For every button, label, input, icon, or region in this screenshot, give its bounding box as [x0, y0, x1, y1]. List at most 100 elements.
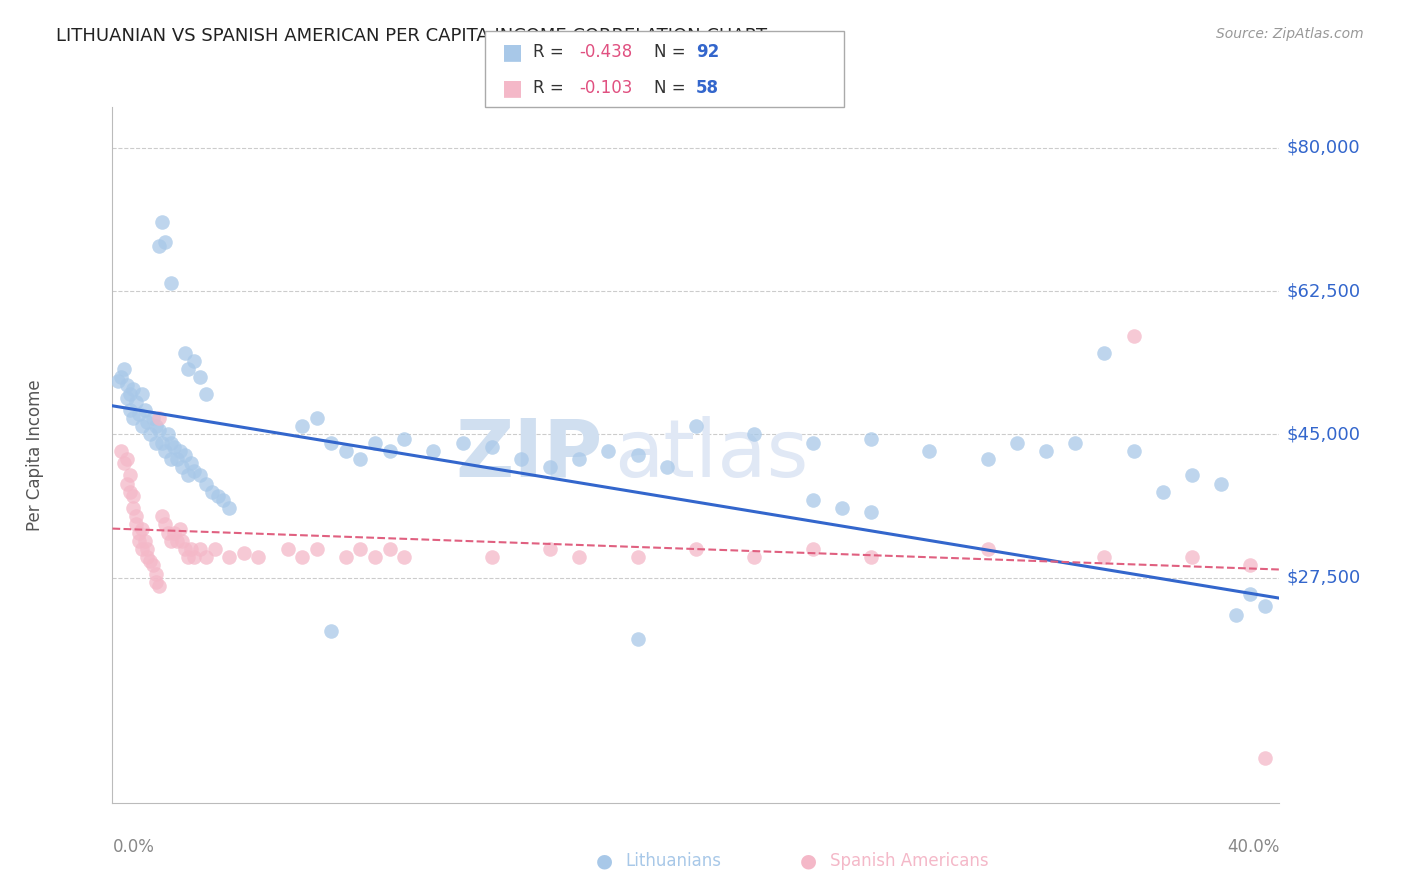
- Point: [626, 632, 648, 646]
- Point: [392, 432, 416, 446]
- Point: [145, 435, 167, 450]
- Point: [204, 542, 226, 557]
- Point: [150, 509, 173, 524]
- Point: [194, 550, 217, 565]
- Text: $27,500: $27,500: [1286, 569, 1361, 587]
- Point: [110, 370, 132, 384]
- Point: [1092, 345, 1115, 359]
- Point: [148, 239, 170, 253]
- Point: [655, 460, 678, 475]
- Point: [134, 533, 156, 548]
- Point: [115, 378, 138, 392]
- Text: Per Capita Income: Per Capita Income: [27, 379, 44, 531]
- Point: [918, 443, 941, 458]
- Point: [232, 546, 254, 560]
- Text: Lithuanians: Lithuanians: [626, 852, 721, 870]
- Point: [212, 492, 235, 507]
- Point: [305, 411, 328, 425]
- Text: atlas: atlas: [614, 416, 808, 494]
- Text: R =: R =: [533, 44, 569, 62]
- Point: [153, 443, 176, 458]
- Point: [183, 550, 205, 565]
- Text: ●: ●: [800, 851, 817, 871]
- Text: ZIP: ZIP: [456, 416, 603, 494]
- Point: [335, 550, 357, 565]
- Point: [166, 452, 188, 467]
- Point: [122, 501, 145, 516]
- Point: [177, 468, 200, 483]
- Point: [142, 411, 165, 425]
- Text: $45,000: $45,000: [1286, 425, 1361, 443]
- Point: [174, 542, 197, 557]
- Point: [128, 407, 150, 421]
- Point: [183, 464, 205, 478]
- Point: [451, 435, 474, 450]
- Point: [156, 427, 179, 442]
- Point: [481, 440, 503, 454]
- Point: [125, 509, 148, 524]
- Point: [150, 214, 173, 228]
- Point: [142, 558, 165, 573]
- Point: [188, 370, 211, 384]
- Point: [481, 550, 503, 565]
- Point: [349, 452, 371, 467]
- Point: [538, 542, 561, 557]
- Text: N =: N =: [654, 44, 690, 62]
- Point: [122, 489, 145, 503]
- Point: [291, 419, 314, 434]
- Point: [163, 525, 186, 540]
- Point: [115, 452, 138, 467]
- Point: [136, 542, 159, 557]
- Point: [169, 443, 191, 458]
- Point: [378, 443, 401, 458]
- Point: [128, 533, 150, 548]
- Point: [145, 566, 167, 581]
- Point: [125, 517, 148, 532]
- Point: [112, 456, 135, 470]
- Point: [1122, 443, 1144, 458]
- Point: [1209, 476, 1232, 491]
- Text: ■: ■: [502, 78, 523, 98]
- Text: ●: ●: [596, 851, 613, 871]
- Point: [118, 386, 141, 401]
- Point: [335, 443, 357, 458]
- Point: [139, 554, 162, 568]
- Text: R =: R =: [533, 79, 569, 97]
- Point: [801, 542, 824, 557]
- Point: [1152, 484, 1174, 499]
- Point: [131, 542, 153, 557]
- Point: [183, 353, 205, 368]
- Point: [859, 505, 883, 519]
- Point: [150, 435, 173, 450]
- Point: [291, 550, 314, 565]
- Point: [801, 492, 824, 507]
- Point: [115, 391, 138, 405]
- Point: [180, 542, 202, 557]
- Point: [247, 550, 270, 565]
- Text: ■: ■: [502, 43, 523, 62]
- Point: [305, 542, 328, 557]
- Text: N =: N =: [654, 79, 690, 97]
- Point: [859, 432, 883, 446]
- Point: [207, 489, 229, 503]
- Point: [349, 542, 371, 557]
- Point: [115, 476, 138, 491]
- Text: 58: 58: [696, 79, 718, 97]
- Point: [188, 542, 211, 557]
- Point: [1122, 329, 1144, 343]
- Point: [1181, 550, 1204, 565]
- Point: [392, 550, 416, 565]
- Point: [125, 394, 148, 409]
- Point: [131, 419, 153, 434]
- Point: [153, 235, 176, 249]
- Point: [422, 443, 444, 458]
- Text: $80,000: $80,000: [1286, 139, 1360, 157]
- Point: [153, 517, 176, 532]
- Point: [160, 276, 183, 290]
- Point: [160, 452, 183, 467]
- Point: [1239, 587, 1261, 601]
- Point: [177, 362, 200, 376]
- Text: 0.0%: 0.0%: [112, 838, 155, 856]
- Point: [1092, 550, 1115, 565]
- Point: [831, 501, 853, 516]
